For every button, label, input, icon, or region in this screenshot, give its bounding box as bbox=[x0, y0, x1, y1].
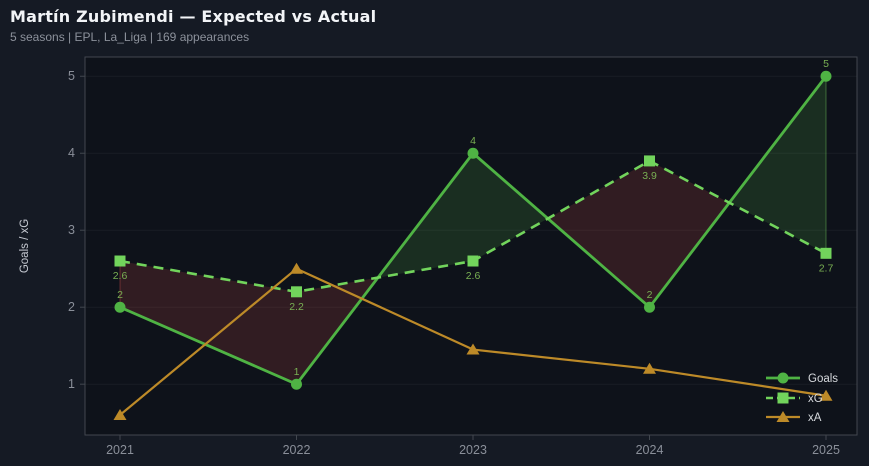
xa-point-marker bbox=[819, 389, 833, 401]
plot-border bbox=[84, 56, 858, 436]
page-title: Martín Zubimendi — Expected vs Actual bbox=[10, 7, 377, 26]
y-tick-label: 2 bbox=[68, 300, 75, 314]
goals-point-label: 5 bbox=[823, 58, 829, 70]
legend-goals-marker bbox=[777, 372, 789, 384]
x-tick-label: 2021 bbox=[106, 443, 134, 457]
goals-point-label: 1 bbox=[294, 366, 300, 378]
xg-point-marker bbox=[114, 255, 126, 267]
x-tick-label: 2022 bbox=[283, 443, 311, 457]
chart-header: Martín Zubimendi — Expected vs Actual 5 … bbox=[10, 7, 376, 44]
goals-point-marker bbox=[114, 301, 126, 313]
axis-ticks: 1 2 3 4 5 2021 2022 2023 2024 2025 bbox=[68, 69, 840, 457]
xg-point-label: 2.6 bbox=[113, 270, 128, 282]
legend-xa-marker bbox=[776, 411, 790, 422]
goals-point-label: 4 bbox=[470, 135, 476, 147]
xg-point-marker bbox=[291, 286, 302, 298]
fill-region-positive bbox=[729, 76, 826, 254]
xa-point-marker bbox=[466, 343, 480, 355]
xg-point-marker bbox=[820, 247, 832, 259]
fill-region-negative bbox=[120, 261, 297, 385]
goals-point-marker bbox=[820, 70, 832, 82]
x-tick-label: 2023 bbox=[459, 443, 487, 457]
y-tick-label: 3 bbox=[68, 223, 75, 237]
legend-item-label: xA bbox=[808, 412, 822, 424]
goals-point-label: 2 bbox=[117, 289, 123, 301]
y-tick-label: 1 bbox=[68, 377, 75, 391]
legend-item-label: Goals bbox=[808, 373, 838, 385]
fill-region-negative bbox=[547, 160, 650, 308]
xg-point-label: 2.2 bbox=[289, 301, 304, 313]
xg-point-label: 2.6 bbox=[466, 270, 481, 282]
fill-region-positive bbox=[473, 153, 548, 262]
xg-point-marker bbox=[467, 255, 479, 267]
plot-area bbox=[85, 57, 857, 435]
y-tick-label: 4 bbox=[68, 146, 75, 160]
xa-point-marker bbox=[290, 262, 303, 274]
xa-series bbox=[113, 262, 833, 420]
xg-point-marker bbox=[644, 155, 655, 167]
x-tick-label: 2024 bbox=[636, 443, 664, 457]
y-axis-label: Goals / xG bbox=[19, 219, 31, 273]
legend-labels: Goals xG xA bbox=[808, 373, 838, 424]
xa-point-marker bbox=[113, 408, 127, 420]
legend-xg-marker bbox=[777, 392, 789, 404]
xa-point-marker bbox=[643, 362, 656, 374]
fill-region-negative bbox=[649, 160, 730, 308]
data-point-markers: 2 1 4 2 5 2.6 2.2 2.6 3.9 2.7 bbox=[113, 58, 834, 390]
goals-point-label: 2 bbox=[647, 289, 653, 301]
legend-item-label: xG bbox=[808, 393, 823, 405]
x-tick-label: 2025 bbox=[812, 443, 840, 457]
goals-point-marker bbox=[291, 378, 302, 390]
page-subtitle: 5 seasons | EPL, La_Liga | 169 appearanc… bbox=[10, 30, 250, 44]
goals-point-marker bbox=[467, 147, 479, 159]
y-tick-label: 5 bbox=[68, 69, 75, 83]
legend-samples bbox=[766, 372, 800, 422]
xg-point-label: 2.7 bbox=[819, 262, 834, 274]
goals-point-marker bbox=[644, 301, 655, 313]
xg-point-label: 3.9 bbox=[642, 170, 657, 182]
